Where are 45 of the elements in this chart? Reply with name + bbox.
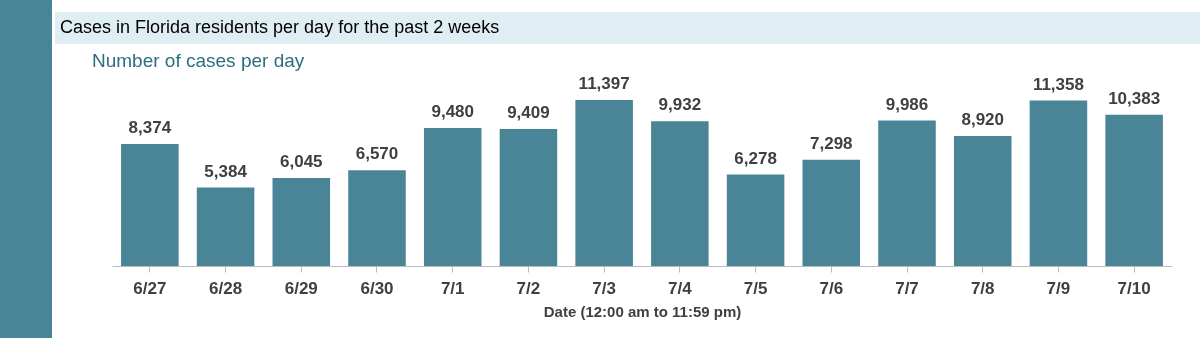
x-tick-label: 7/7 (895, 278, 919, 298)
bar (575, 100, 633, 266)
x-tick-label: 6/28 (209, 278, 243, 298)
x-tick-label: 7/9 (1046, 278, 1071, 298)
x-tick-label: 6/29 (284, 278, 318, 298)
bar (726, 174, 785, 266)
data-label: 9,409 (507, 102, 550, 122)
x-tick-label: 7/2 (516, 278, 541, 298)
x-tick-label: 6/27 (133, 278, 167, 298)
data-label: 6,278 (734, 148, 777, 168)
data-label: 9,986 (885, 94, 929, 114)
bar (348, 170, 406, 266)
data-label: 8,374 (128, 118, 172, 138)
x-tick-label: 7/1 (440, 278, 465, 298)
bar (499, 128, 558, 266)
x-tick-label: 7/4 (668, 278, 693, 298)
x-axis-title: Date (12:00 am to 11:59 pm) (543, 302, 742, 320)
bar (802, 159, 861, 266)
data-label: 5,384 (204, 161, 248, 181)
data-label: 11,358 (1032, 74, 1084, 94)
bar (651, 121, 709, 266)
data-label: 6,570 (355, 144, 399, 164)
data-label: 7,298 (810, 133, 853, 153)
data-label: 6,045 (280, 151, 323, 171)
bar (953, 136, 1012, 266)
bar (1029, 100, 1088, 266)
bar (1105, 114, 1163, 266)
bar (878, 120, 936, 266)
bar (196, 187, 255, 266)
data-label: 8,920 (961, 110, 1004, 130)
x-tick-label: 7/5 (743, 278, 768, 298)
x-tick-label: 6/30 (360, 278, 394, 298)
data-label: 10,383 (1108, 88, 1161, 108)
data-label: 11,397 (578, 74, 630, 93)
chart-subtitle: Number of cases per day (92, 50, 305, 71)
bar (121, 144, 179, 266)
x-tick-label: 7/10 (1117, 278, 1151, 298)
x-tick-label: 7/6 (819, 278, 844, 298)
bar (272, 177, 331, 266)
x-tick-label: 7/3 (592, 278, 616, 298)
data-label: 9,480 (431, 101, 474, 121)
x-tick-label: 7/8 (970, 278, 995, 298)
data-label: 9,932 (658, 95, 702, 115)
bar (423, 127, 482, 266)
chart-title: Cases in Florida residents per day for the past 2 weeks (60, 17, 500, 38)
